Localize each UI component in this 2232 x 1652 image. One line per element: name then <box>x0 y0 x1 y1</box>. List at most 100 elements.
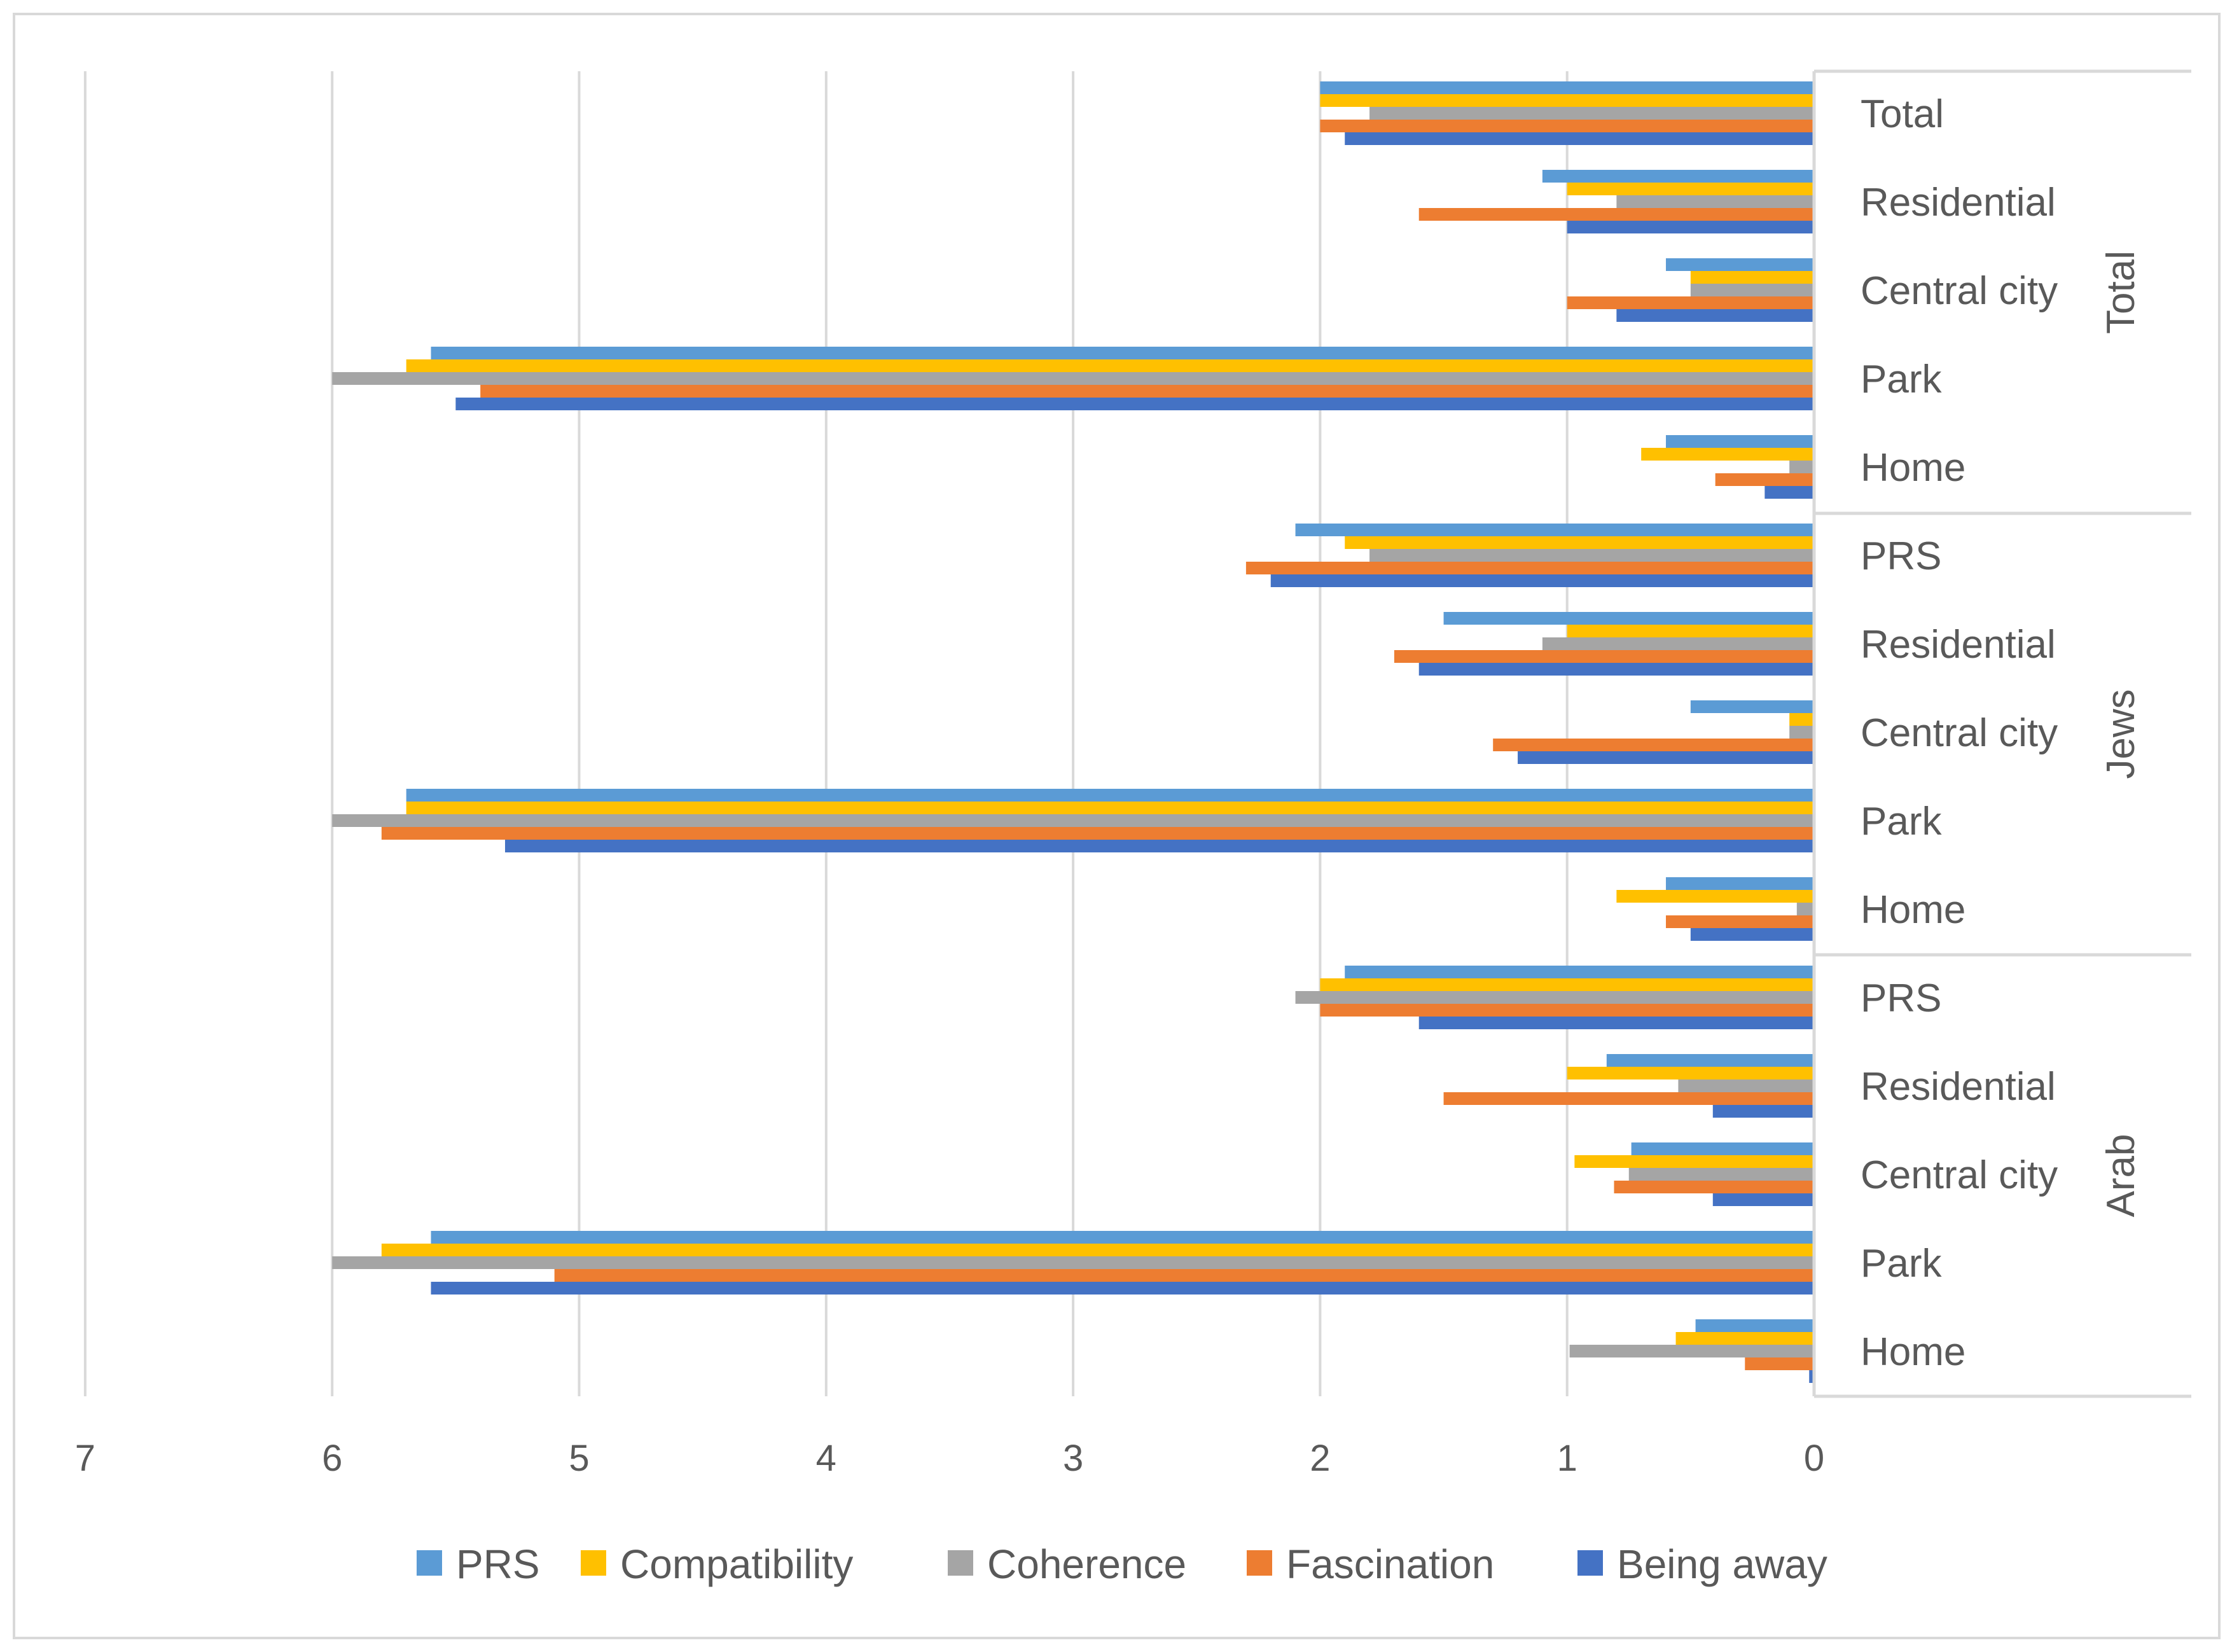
bar-compatibility <box>1574 1155 1814 1168</box>
bar-compatibility <box>406 802 1815 814</box>
bar-prs <box>406 789 1815 802</box>
bar-coherence <box>332 814 1815 827</box>
bar-prs <box>1666 258 1814 271</box>
bar-being-away <box>1518 751 1814 764</box>
bar-prs <box>1345 966 1814 978</box>
bar-compatibility <box>406 359 1815 372</box>
category-label: Park <box>1861 800 1942 843</box>
bar-compatibility <box>1675 1332 1814 1345</box>
bar-fascination <box>1614 1181 1814 1193</box>
bar-coherence <box>1616 195 1814 208</box>
legend-label: PRS <box>456 1541 540 1587</box>
bar-fascination <box>1320 1004 1814 1017</box>
bar-coherence <box>1369 107 1814 120</box>
legend-swatch <box>581 1550 606 1576</box>
bar-compatibility <box>1789 713 1814 726</box>
group-label: Jews <box>2099 689 2143 779</box>
bar-being-away <box>1345 132 1814 145</box>
group-label: Total <box>2099 251 2143 334</box>
bar-coherence <box>1789 461 1814 473</box>
bar-being-away <box>1712 1193 1814 1206</box>
bar-being-away <box>1690 928 1814 941</box>
bar-coherence <box>1796 903 1814 915</box>
bar-prs <box>1666 435 1814 448</box>
bar-being-away <box>1418 663 1814 676</box>
bar-prs <box>1606 1054 1814 1067</box>
bar-prs <box>1631 1142 1814 1155</box>
bar-prs <box>431 347 1814 359</box>
bar-compatibility <box>1616 890 1814 903</box>
x-tick-label: 3 <box>1063 1438 1083 1479</box>
bar-prs <box>1295 524 1814 536</box>
bar-being-away <box>1418 1017 1814 1029</box>
bar-prs <box>1695 1319 1814 1332</box>
legend-swatch <box>948 1550 973 1576</box>
bar-being-away <box>1567 221 1814 233</box>
bar-compatibility <box>381 1244 1815 1256</box>
bar-coherence <box>332 372 1815 385</box>
bar-being-away <box>455 398 1814 410</box>
bar-coherence <box>1628 1168 1814 1181</box>
category-label: Home <box>1861 1330 1965 1374</box>
category-label: Central city <box>1861 269 2058 313</box>
x-tick-label: 0 <box>1804 1438 1824 1479</box>
bar-compatibility <box>1567 625 1814 637</box>
bar-being-away <box>431 1282 1814 1295</box>
bar-fascination <box>1715 473 1814 486</box>
x-axis-ticks: 7 6 5 4 3 2 1 0 <box>75 1438 1824 1479</box>
bar-prs <box>1542 170 1814 183</box>
bar-being-away <box>1712 1105 1814 1118</box>
bar-compatibility <box>1690 271 1814 284</box>
bar-prs <box>431 1231 1814 1244</box>
bar-being-away <box>1270 574 1814 587</box>
x-tick-label: 5 <box>569 1438 589 1479</box>
bar-fascination <box>480 385 1815 398</box>
category-label: Residential <box>1861 181 2056 225</box>
bar-coherence <box>1569 1345 1814 1357</box>
x-tick-label: 6 <box>322 1438 342 1479</box>
category-label: Central city <box>1861 1153 2058 1197</box>
category-label: PRS <box>1861 976 1941 1020</box>
bar-being-away <box>1764 486 1814 499</box>
bar-fascination <box>1745 1357 1814 1370</box>
category-axis: Total Residential Central city Park Home Tota… <box>1812 69 2191 1398</box>
category-label: Residential <box>1861 623 2056 667</box>
bar-fascination <box>1245 562 1814 574</box>
bar-compatibility <box>1641 448 1814 461</box>
bar-coherence <box>1678 1079 1814 1092</box>
bar-coherence <box>1542 637 1814 650</box>
bar-being-away <box>1809 1370 1814 1383</box>
legend-label: Being away <box>1617 1541 1827 1587</box>
bar-prs <box>1690 700 1814 713</box>
bar-prs <box>1666 877 1814 890</box>
bar-fascination <box>1567 296 1814 309</box>
bar-compatibility <box>1320 978 1814 991</box>
bar-coherence <box>1295 991 1814 1004</box>
bar-prs <box>1443 612 1814 625</box>
legend-swatch <box>417 1550 442 1576</box>
bar-fascination <box>1418 208 1814 221</box>
category-label: Residential <box>1861 1065 2056 1109</box>
category-label: PRS <box>1861 534 1941 578</box>
bar-being-away <box>1616 309 1814 322</box>
legend-label: Coherence <box>987 1541 1186 1587</box>
legend: PRS Compatibility Coherence Fascination Bein… <box>417 1541 1827 1587</box>
bar-coherence <box>1369 549 1814 562</box>
x-tick-label: 7 <box>75 1438 95 1479</box>
bar-compatibility <box>1345 536 1814 549</box>
bar-coherence <box>1789 726 1814 739</box>
bars <box>332 81 1815 1383</box>
x-tick-label: 2 <box>1310 1438 1330 1479</box>
bar-coherence <box>332 1256 1815 1269</box>
bar-compatibility <box>1567 1067 1814 1079</box>
legend-label: Fascination <box>1286 1541 1494 1587</box>
x-tick-label: 4 <box>816 1438 836 1479</box>
category-label: Home <box>1861 446 1965 490</box>
bar-fascination <box>1493 739 1814 751</box>
category-label: Park <box>1861 357 1942 401</box>
bar-fascination <box>1320 120 1814 132</box>
group-label: Arab <box>2099 1134 2143 1218</box>
legend-swatch <box>1577 1550 1603 1576</box>
bar-being-away <box>505 840 1814 852</box>
